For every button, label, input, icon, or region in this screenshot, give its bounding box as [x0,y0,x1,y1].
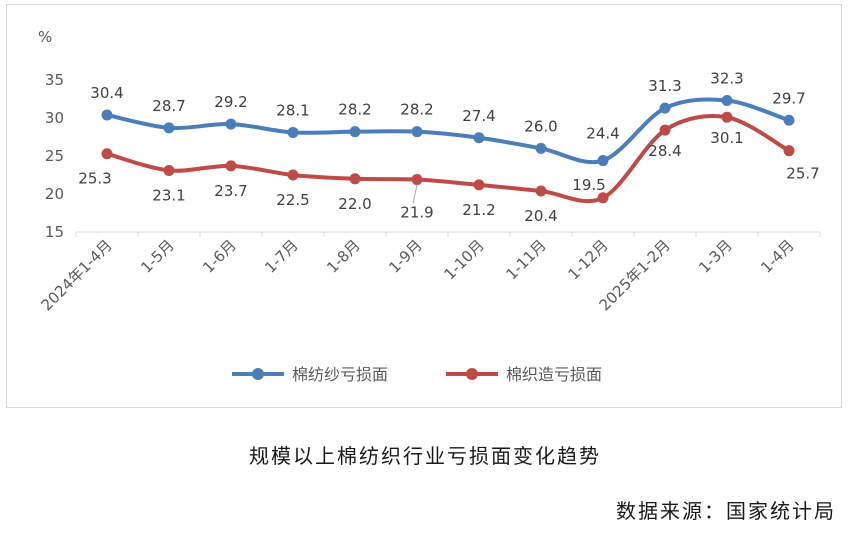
series-2-data-label: 30.1 [710,129,743,147]
series-1-data-label: 26.0 [524,117,557,135]
series-1-point [783,114,795,126]
series-1-point [535,142,547,154]
series-1-data-label: 32.3 [710,70,743,88]
series-1-data-label: 28.1 [276,101,309,119]
series-2-point [101,148,113,160]
x-tick-label: 2024年1-4月 [38,236,116,314]
series-2-point [659,124,671,136]
series-1-point [287,126,299,138]
series-line-1 [106,97,790,165]
series-1-point [163,122,175,134]
series-2-data-label: 23.1 [152,186,185,204]
series-2-data-label: 21.9 [400,204,433,222]
x-tick-label: 1-9月 [385,236,426,277]
legend-label-1: 棉纺纱亏损面 [292,365,388,384]
series-2-point [597,192,609,204]
legend-label-2: 棉织造亏损面 [506,365,602,384]
series-2-data-label: 20.4 [524,207,557,225]
series-2-point [349,173,361,185]
x-tick-label: 1-4月 [757,236,798,277]
y-tick-label: 25 [45,147,64,165]
series-1-data-label: 29.2 [214,93,247,111]
x-tick-label: 1-7月 [261,236,302,277]
series-2-data-label: 22.0 [338,195,371,213]
x-tick-label: 1-6月 [199,236,240,277]
series-2-data-label: 23.7 [214,182,247,200]
series-1-point [659,102,671,114]
series-line-2 [106,114,790,204]
series-1-point [411,126,423,138]
label-leader-line [412,184,418,204]
series-1-point [597,155,609,167]
series-1-point [721,95,733,107]
series-1-point [225,118,237,130]
series-1-data-label: 28.2 [400,101,433,119]
series-1-data-label: 28.2 [338,101,371,119]
series-2-point [535,185,547,197]
series-2-point [163,164,175,176]
series-1-data-label: 29.7 [772,89,805,107]
series-2-data-label: 28.4 [648,142,681,160]
series-1-data-label: 28.7 [152,97,185,115]
line-chart: % 15 20 25 30 35 2024年1-4月 1-5月 1-6月 1-7月 1-8月 1-9月… [38,28,821,384]
series-2-data-label: 19.5 [572,176,605,194]
series-2-data-label: 21.2 [462,201,495,219]
series-1-data-label: 31.3 [648,77,681,95]
series-2-data-label: 25.7 [786,165,819,183]
x-tick-label: 1-3月 [695,236,736,277]
legend-marker-1 [252,368,264,380]
series-2-point [721,111,733,123]
series-2-point [783,145,795,157]
x-tick-label: 1-11月 [502,236,549,283]
y-tick-label: 15 [45,223,64,241]
series-1-point [473,132,485,144]
x-tick-label: 1-5月 [137,236,178,277]
series-1-data-label: 30.4 [90,84,123,102]
chart-frame [6,4,842,408]
x-tick-label: 1-8月 [323,236,364,277]
series-2-data-label: 22.5 [276,191,309,209]
y-tick-label: 35 [45,71,64,89]
series-1-data-label: 24.4 [586,125,619,143]
x-tick-label: 1-12月 [564,236,611,283]
series-1-point [101,109,113,121]
chart-caption: 规模以上棉纺织行业亏损面变化趋势 [249,444,601,468]
x-tick-label: 1-10月 [440,236,487,283]
series-1-point [349,126,361,138]
series-2-point [287,169,299,181]
y-tick-label: 20 [45,185,64,203]
series-2-point [411,174,423,186]
data-source: 数据来源：国家统计局 [616,499,836,523]
series-2-point [225,160,237,172]
y-tick-label: 30 [45,109,64,127]
legend-marker-2 [466,368,478,380]
series-1-data-label: 27.4 [462,107,495,125]
y-axis-unit-label: % [38,28,52,46]
series-2-point [473,179,485,191]
series-2-data-label: 25.3 [78,170,111,188]
